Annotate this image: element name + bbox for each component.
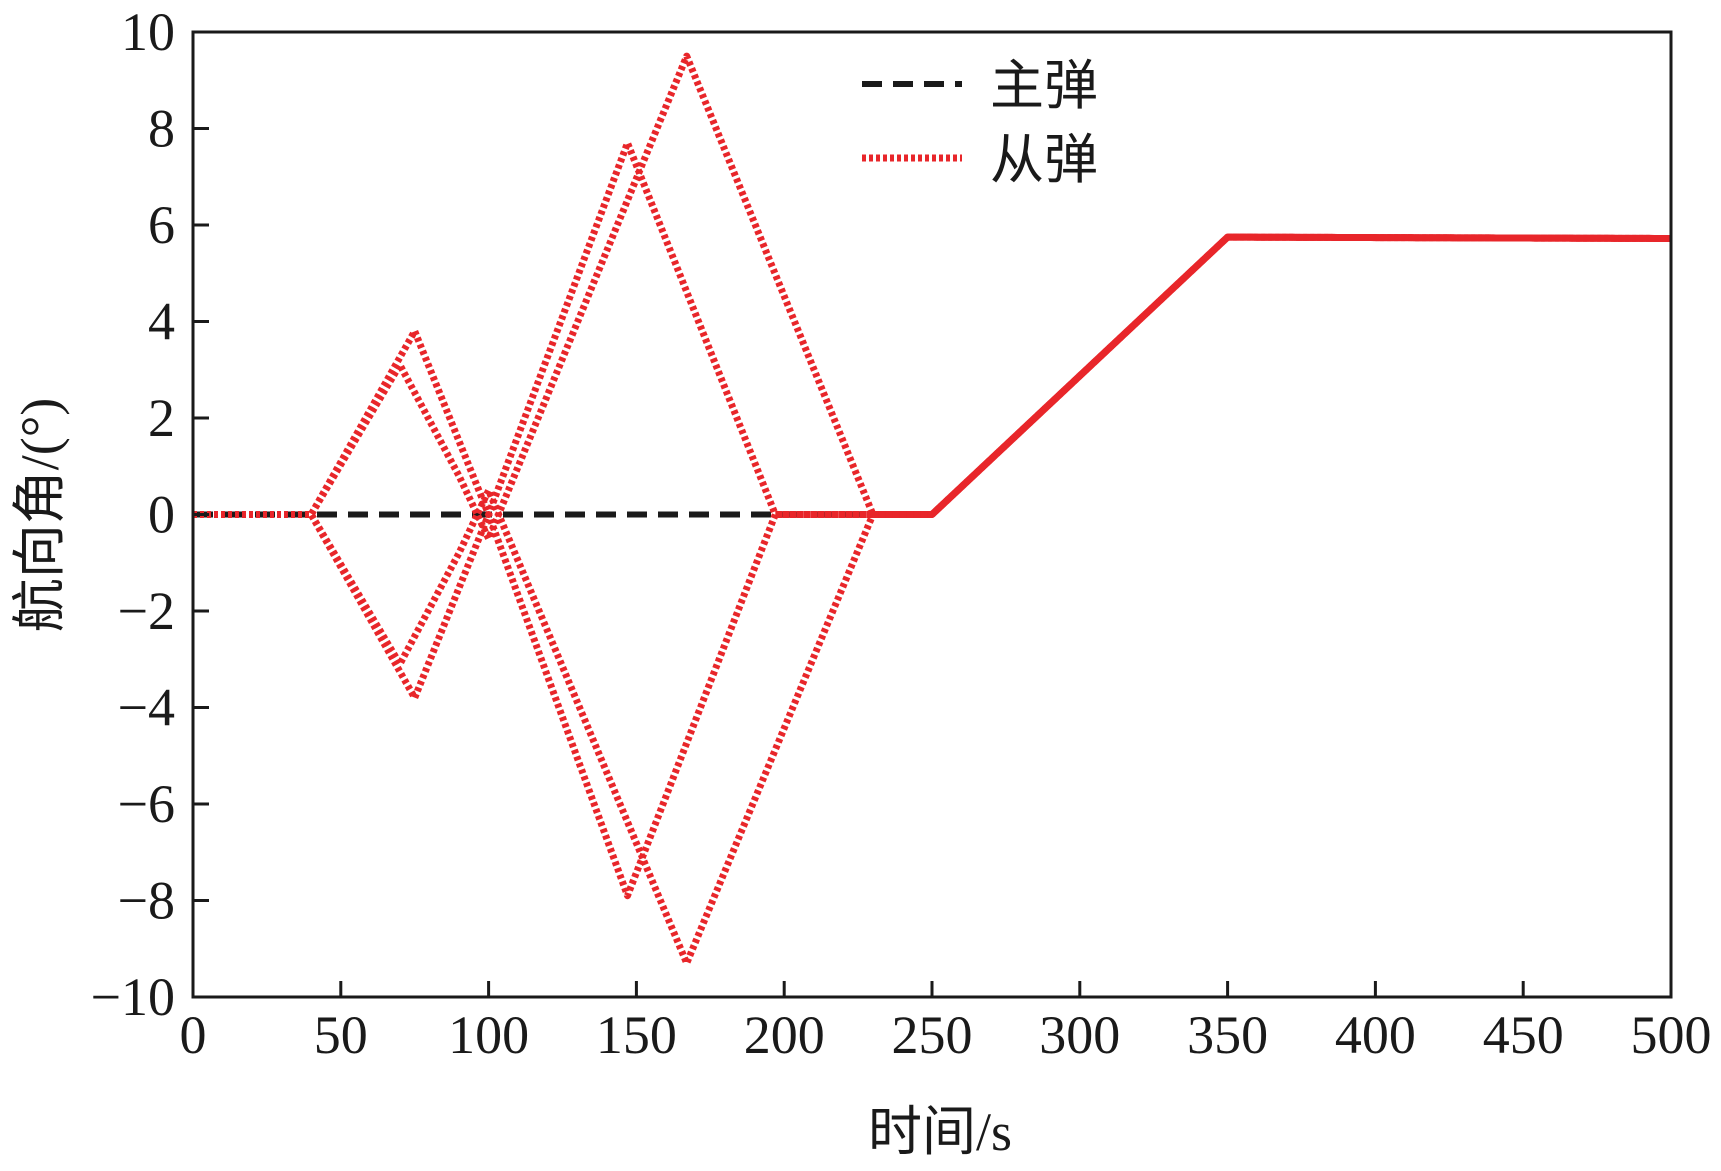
y-tick-label: 10 [121, 2, 175, 62]
series-line-3 [193, 52, 1672, 543]
ticks-layer [191, 30, 1673, 999]
y-tick-label: 4 [148, 292, 175, 352]
legend-label-slave: 从弹 [990, 130, 1098, 190]
x-tick-label: 450 [1483, 1005, 1564, 1065]
y-tick-label: 0 [148, 485, 175, 545]
x-tick-label: 500 [1631, 1005, 1712, 1065]
y-tick-label: −10 [91, 967, 175, 1027]
x-tick-label: 400 [1335, 1005, 1416, 1065]
x-tick-label: 200 [744, 1005, 825, 1065]
x-tick-label: 150 [596, 1005, 677, 1065]
y-tick-label: −4 [118, 678, 175, 738]
x-tick-label: 250 [892, 1005, 973, 1065]
y-tick-label: −6 [118, 774, 175, 834]
x-tick-label: 100 [448, 1005, 529, 1065]
y-tick-label: −2 [118, 581, 175, 641]
series-line-1 [193, 139, 1672, 518]
series-line-4 [193, 233, 1672, 967]
y-tick-label: −8 [118, 871, 175, 931]
series-layer [193, 52, 1672, 967]
series-line-0 [193, 234, 1672, 518]
y-axis-title: 航向角/(°) [10, 398, 70, 633]
x-tick-label: 300 [1039, 1005, 1120, 1065]
legend-label-main: 主弹 [990, 56, 1098, 116]
series-line-2 [193, 233, 1672, 900]
x-tick-label: 50 [314, 1005, 368, 1065]
x-tick-label: 350 [1187, 1005, 1268, 1065]
legend: 主弹 从弹 [862, 56, 1098, 190]
y-tick-label: 6 [148, 195, 175, 255]
labels-layer: 0 50 100 150 200 250 300 350 400 450 500−10−8−6−4−… [91, 2, 1712, 1065]
y-tick-label: 8 [148, 99, 175, 159]
y-tick-label: 2 [148, 388, 175, 448]
x-tick-label: 0 [180, 1005, 207, 1065]
x-axis-title: 时间/s [868, 1102, 1012, 1162]
